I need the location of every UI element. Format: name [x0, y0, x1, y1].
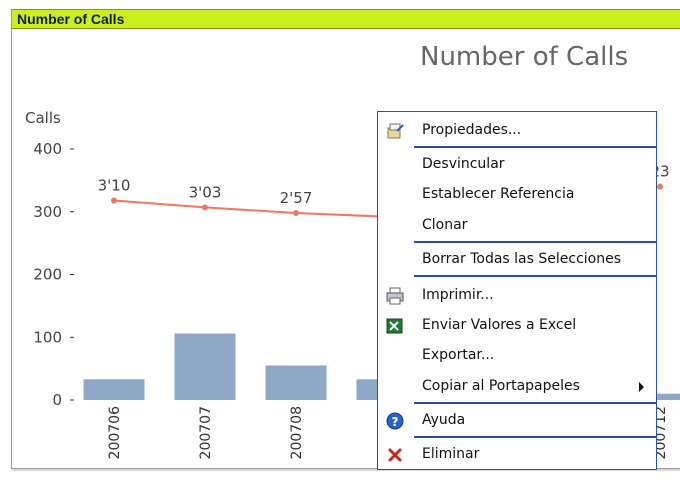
- menu-item-help[interactable]: ? Ayuda: [378, 406, 656, 434]
- excel-icon: [386, 317, 404, 335]
- y-tick-label: 400: [33, 140, 62, 158]
- line-point[interactable]: [111, 197, 117, 204]
- chart-caption-title: Number of Calls: [17, 11, 125, 27]
- y-tick-label: 0: [52, 391, 62, 409]
- bar[interactable]: [174, 333, 236, 400]
- submenu-arrow-icon: [639, 382, 644, 392]
- menu-label: Ayuda: [422, 412, 466, 428]
- printer-icon: [386, 287, 404, 305]
- menu-item-delete[interactable]: Eliminar: [378, 440, 656, 468]
- menu-label: Clonar: [422, 217, 468, 233]
- menu-label: Propiedades...: [422, 122, 522, 138]
- line-data-label: 3'03: [189, 183, 222, 201]
- line-data-label: 3'10: [98, 176, 131, 194]
- x-category-label: 200707: [198, 406, 214, 459]
- x-category-label: 200708: [289, 406, 305, 459]
- x-category-label: 200706: [107, 406, 123, 460]
- menu-item-copy-clipboard[interactable]: Copiar al Portapapeles: [378, 372, 656, 400]
- bar[interactable]: [83, 379, 145, 400]
- menu-label: Borrar Todas las Selecciones: [422, 251, 622, 267]
- svg-text:?: ?: [392, 415, 399, 429]
- y-tick-label: 200: [33, 266, 62, 284]
- properties-icon: [386, 122, 404, 140]
- menu-label: Imprimir...: [422, 287, 494, 303]
- y-axis: 0 100 200 300 400: [33, 140, 74, 409]
- context-menu[interactable]: Propiedades... Desvincular Establecer Re…: [377, 111, 657, 470]
- menu-separator: [414, 146, 656, 148]
- line-point[interactable]: [657, 183, 663, 190]
- menu-label: Copiar al Portapapeles: [422, 378, 580, 394]
- menu-item-print[interactable]: Imprimir...: [378, 281, 656, 309]
- menu-item-set-reference[interactable]: Establecer Referencia: [378, 180, 656, 208]
- menu-separator: [414, 402, 656, 404]
- delete-icon: [386, 446, 404, 464]
- menu-item-clone[interactable]: Clonar: [378, 211, 656, 239]
- chart-caption-bar[interactable]: Number of Calls: [12, 9, 680, 29]
- menu-separator: [414, 241, 656, 243]
- menu-separator: [414, 275, 656, 277]
- x-category-label: 200712: [653, 406, 669, 459]
- menu-label: Exportar...: [422, 347, 495, 363]
- line-data-label: 2'57: [280, 189, 313, 207]
- menu-label: Desvincular: [422, 156, 505, 172]
- menu-separator: [414, 436, 656, 438]
- menu-label: Establecer Referencia: [422, 186, 575, 202]
- menu-item-properties[interactable]: Propiedades...: [378, 116, 656, 144]
- y-tick-label: 100: [33, 328, 62, 346]
- help-icon: ?: [386, 412, 404, 430]
- bar[interactable]: [265, 365, 327, 400]
- line-point[interactable]: [202, 204, 208, 211]
- y-tick-label: 300: [33, 203, 62, 221]
- chart-title: Number of Calls: [420, 42, 628, 72]
- y-axis-title: Calls: [25, 109, 61, 127]
- chart-canvas[interactable]: Number of Calls Calls 0 100 200 300 400 3'10…: [12, 9, 680, 468]
- menu-label: Eliminar: [422, 446, 480, 462]
- menu-item-unlink[interactable]: Desvincular: [378, 150, 656, 178]
- line-point[interactable]: [293, 210, 299, 217]
- menu-item-send-to-excel[interactable]: Enviar Valores a Excel: [378, 311, 656, 339]
- menu-label: Enviar Valores a Excel: [422, 317, 577, 333]
- menu-item-export[interactable]: Exportar...: [378, 341, 656, 369]
- menu-item-clear-selections[interactable]: Borrar Todas las Selecciones: [378, 245, 656, 273]
